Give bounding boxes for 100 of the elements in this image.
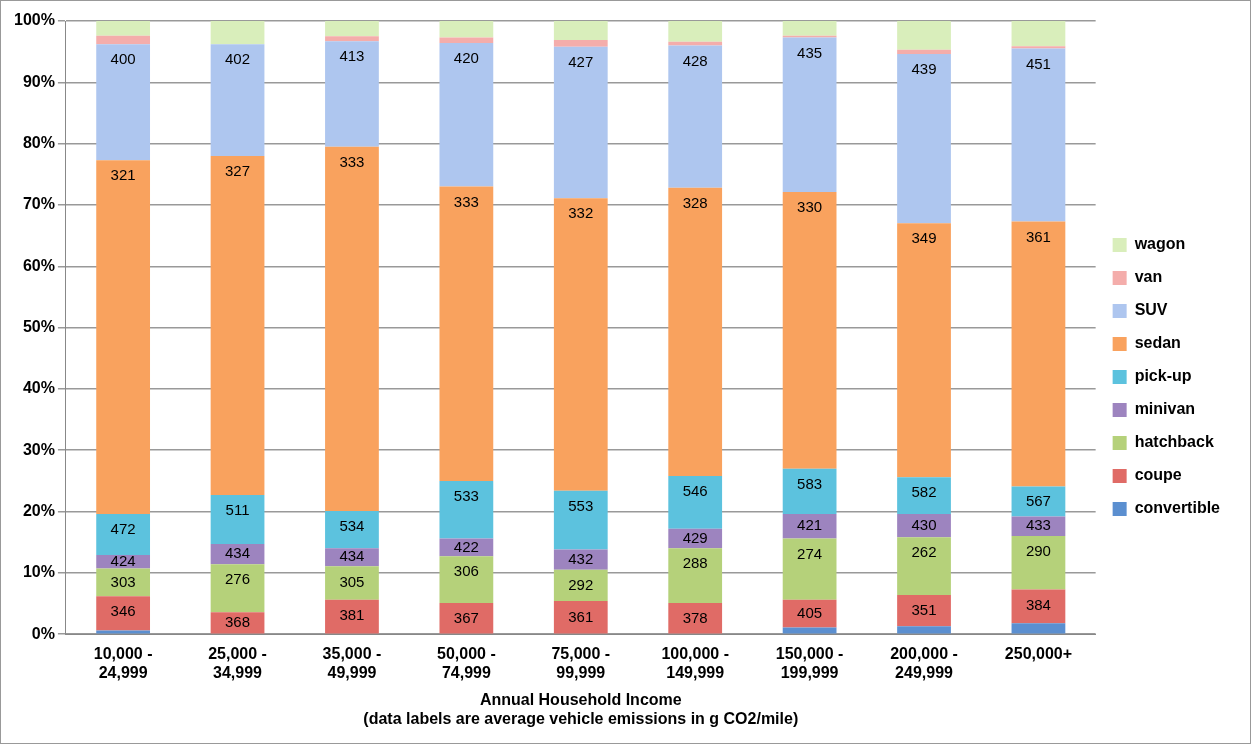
annotation: 262: [911, 543, 937, 561]
bar: [325, 36, 379, 42]
bar: [96, 35, 151, 45]
y-tick-label: 40%: [22, 379, 55, 397]
bar: [210, 495, 265, 545]
annotation: 434: [339, 547, 365, 565]
annotation: 428: [682, 51, 708, 69]
annotation: 384: [1025, 596, 1051, 614]
bar: [210, 21, 265, 45]
x-tick-label: 150,000 - 199,999: [775, 645, 844, 682]
bar: [668, 21, 723, 42]
annotation: 413: [339, 47, 365, 65]
annotation: 451: [1025, 54, 1051, 72]
bar: [1011, 486, 1066, 517]
bar: [325, 566, 379, 600]
annotation: 546: [682, 482, 708, 500]
bar: [782, 627, 837, 634]
annotation: 306: [453, 562, 479, 580]
bar: [897, 477, 951, 515]
x-tick-label: 50,000 - 74,999: [437, 645, 496, 682]
annotation: 511: [225, 501, 250, 519]
annotation: 361: [1025, 227, 1051, 245]
bar: [553, 40, 608, 47]
annotation: 378: [682, 608, 708, 626]
bar: [210, 44, 265, 156]
bar: [325, 146, 379, 511]
bar: [325, 599, 379, 634]
bar: [439, 21, 494, 38]
bar: [897, 626, 951, 634]
bar: [668, 187, 723, 476]
y-tick-label: 20%: [22, 501, 55, 519]
annotation: 321: [110, 166, 136, 184]
bar: [96, 160, 151, 515]
bar: [897, 537, 951, 595]
annotation: 405: [797, 603, 823, 621]
annotation: 433: [1025, 516, 1051, 534]
bar: [553, 601, 608, 634]
bar: [439, 602, 494, 634]
annotation: 432: [568, 549, 594, 567]
legend-label: SUV: [1134, 301, 1168, 319]
bar: [325, 21, 379, 37]
bar: [1011, 623, 1066, 634]
annotation: 328: [682, 193, 708, 211]
annotation: 351: [911, 600, 937, 618]
bar: [439, 37, 494, 44]
y-tick-label: 50%: [22, 318, 55, 336]
annotation: 435: [797, 43, 823, 61]
bar: [668, 475, 723, 529]
annotation: 422: [453, 537, 479, 555]
bar: [553, 21, 608, 41]
bar: [668, 548, 723, 603]
annotation: 429: [682, 528, 708, 546]
bar: [1011, 21, 1066, 47]
bar: [325, 41, 379, 147]
y-tick-label: 30%: [22, 440, 55, 458]
annotation: 427: [568, 52, 594, 70]
x-tick-label: 25,000 - 34,999: [208, 645, 267, 682]
y-tick-label: 90%: [22, 72, 55, 90]
annotation: 349: [911, 229, 937, 247]
bar: [96, 21, 151, 36]
bar: [439, 480, 494, 539]
annotation: 583: [797, 474, 823, 492]
annotation: 400: [110, 50, 136, 68]
x-tick-label: 100,000 - 149,999: [661, 645, 729, 682]
annotation: 533: [453, 487, 479, 505]
y-tick-label: 70%: [22, 195, 55, 213]
annotation: 430: [911, 515, 937, 533]
annotation: 402: [225, 50, 251, 68]
annotation: 346: [110, 602, 136, 620]
bar: [1011, 536, 1066, 590]
legend-label: hatchback: [1134, 433, 1214, 451]
annotation: 472: [110, 520, 136, 538]
bar: [782, 514, 837, 539]
y-tick-label: 100%: [14, 11, 55, 29]
annotation: 567: [1025, 491, 1051, 509]
bar: [897, 49, 951, 55]
x-axis-title: Annual Household Income (data labels are average vehicle emissions in g CO2/mile): [363, 690, 799, 727]
bar: [553, 490, 608, 550]
bar: [782, 21, 837, 36]
x-tick-label: 250,000+: [1004, 645, 1073, 663]
annotation: 327: [225, 162, 251, 180]
x-tick-label: 75,000 - 99,999: [551, 645, 611, 682]
bar: [1011, 221, 1066, 487]
bar: [96, 44, 151, 161]
legend-label: minivan: [1134, 400, 1196, 418]
bar: [210, 155, 265, 495]
y-tick-label: 80%: [22, 134, 55, 152]
bar: [439, 556, 494, 603]
bar: [96, 514, 151, 556]
y-tick-label: 10%: [22, 563, 55, 581]
bar: [553, 46, 608, 199]
bar: [782, 192, 837, 469]
x-tick-label: 200,000 - 249,999: [890, 645, 958, 682]
annotation: 333: [339, 152, 365, 170]
bar: [668, 41, 723, 46]
bar: [897, 54, 951, 224]
bar: [210, 564, 265, 613]
legend-label: wagon: [1133, 235, 1186, 253]
annotation: 367: [453, 608, 479, 626]
bar: [1011, 46, 1066, 49]
